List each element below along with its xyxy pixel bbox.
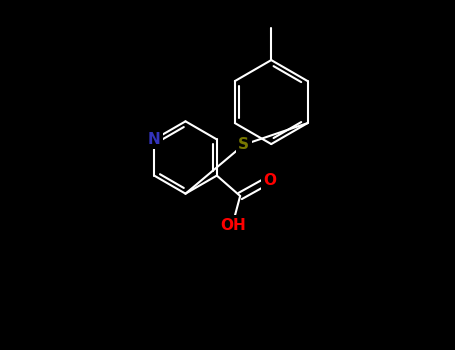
Text: S: S bbox=[238, 137, 249, 152]
Text: N: N bbox=[148, 132, 161, 147]
Text: OH: OH bbox=[220, 218, 246, 233]
Text: O: O bbox=[263, 173, 276, 188]
